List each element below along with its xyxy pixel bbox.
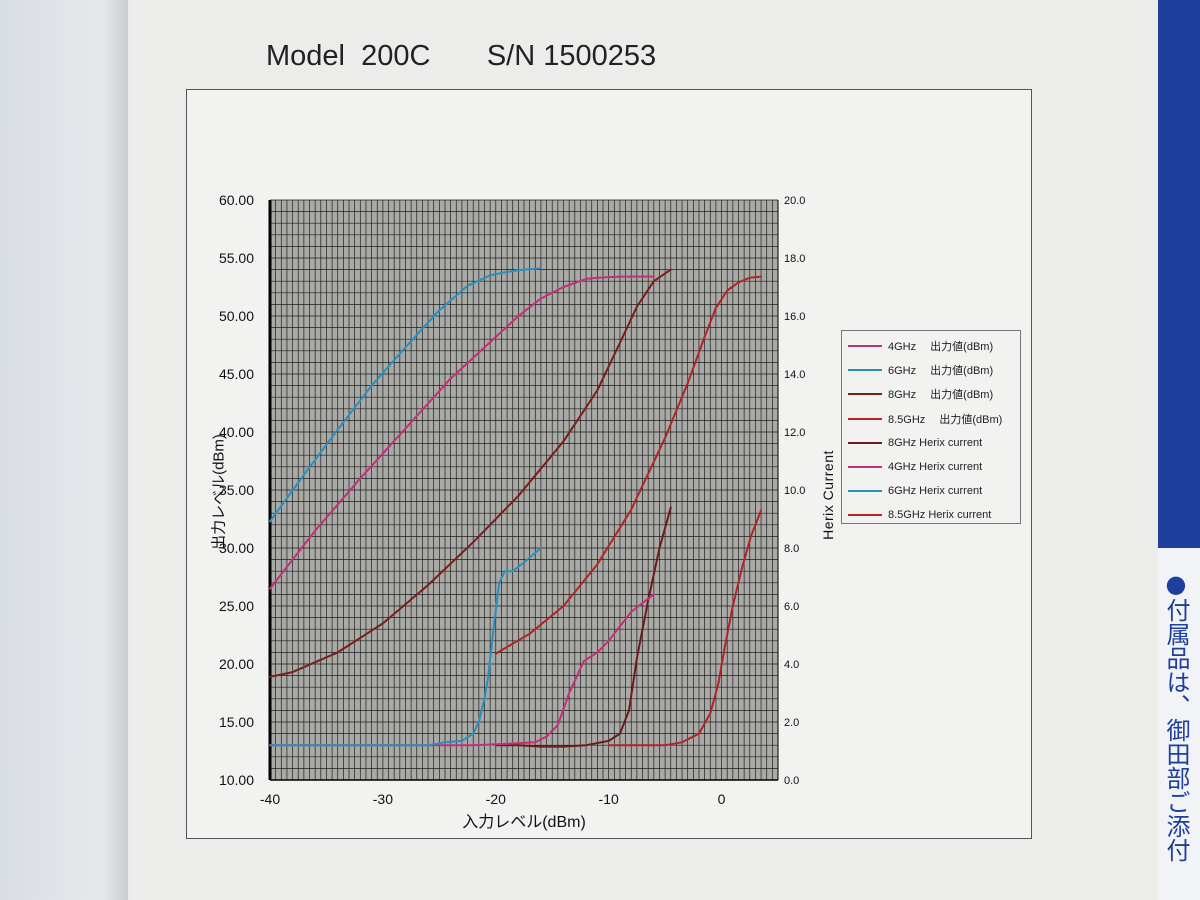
y2-tick-label: 14.0 (784, 369, 805, 381)
y-tick-label: 45.00 (219, 366, 254, 382)
legend-item: 8GHz Herix current (842, 431, 1020, 455)
series-line-7 (269, 547, 542, 747)
legend-label: 6GHz Herix current (888, 485, 983, 498)
legend-swatch (848, 441, 882, 444)
x-tick-label: -40 (260, 791, 280, 807)
legend-item: 8GHz 出力値(dBm) (842, 382, 1020, 406)
legend-swatch (848, 466, 882, 469)
legend-item: 8.5GHz 出力値(dBm) (842, 407, 1020, 431)
legend-swatch (848, 345, 882, 348)
legend-label: 8GHz Herix current (888, 436, 983, 449)
y2-tick-label: 20.0 (784, 195, 805, 207)
left-page (0, 0, 128, 900)
series-line-1 (269, 275, 655, 590)
series-line-3 (269, 268, 672, 678)
y2-tick-label: 0.0 (784, 775, 799, 787)
legend-swatch (848, 417, 882, 420)
y2-tick-label: 10.0 (784, 485, 805, 497)
blue-cover: ●付属品は、御田部ご添付 (1158, 0, 1200, 900)
legend-label: 4GHz Herix current (888, 461, 983, 474)
legend-label: 8.5GHz 出力値(dBm) (888, 413, 1003, 426)
y-tick-label: 15.00 (219, 714, 254, 730)
y-axis-title: 出力レベル(dBm) (210, 434, 228, 550)
legend-item: 6GHz Herix current (842, 479, 1020, 503)
tick-labels: 10.0015.0020.0025.0030.0035.0040.0045.00… (219, 192, 805, 807)
series-line-2 (269, 267, 542, 523)
series-line-8 (607, 509, 763, 747)
legend-label: 6GHz 出力値(dBm) (888, 365, 994, 378)
series-group (269, 267, 763, 748)
legend-item: 8.5GHz Herix current (842, 503, 1020, 527)
y-tick-label: 60.00 (219, 192, 254, 208)
legend-item: 6GHz 出力値(dBm) (842, 358, 1020, 382)
x-tick-label: -10 (599, 791, 619, 807)
x-tick-label: 0 (718, 791, 726, 807)
page-title: Model 200C S/N 1500253 (266, 40, 657, 72)
y2-tick-label: 16.0 (784, 311, 805, 323)
y2-tick-label: 12.0 (784, 427, 805, 439)
y-tick-label: 40.00 (219, 424, 254, 440)
series-line-4 (494, 275, 763, 655)
y2-tick-label: 6.0 (784, 601, 799, 613)
y-tick-label: 25.00 (219, 598, 254, 614)
legend-label: 8.5GHz Herix current (888, 509, 992, 522)
x-tick-label: -30 (373, 791, 393, 807)
legend-swatch (848, 393, 882, 396)
series-line-5 (494, 506, 672, 748)
y-tick-label: 50.00 (219, 308, 254, 324)
y2-tick-label: 2.0 (784, 717, 799, 729)
y2-tick-label: 8.0 (784, 543, 799, 555)
y2-tick-label: 18.0 (784, 253, 805, 265)
y-tick-label: 35.00 (219, 482, 254, 498)
series-line-6 (269, 593, 655, 747)
legend-label: 4GHz 出力値(dBm) (888, 341, 994, 354)
legend-item: 4GHz Herix current (842, 455, 1020, 479)
y-tick-label: 55.00 (219, 250, 254, 266)
cover-vertical-text: ●付属品は、御田部ご添付 (1162, 570, 1190, 862)
y-tick-label: 20.00 (219, 656, 254, 672)
legend-swatch (848, 514, 882, 517)
y2-axis-title: Herix Current (820, 450, 836, 540)
legend-swatch (848, 490, 882, 493)
y-tick-label: 30.00 (219, 540, 254, 556)
legend-label: 8GHz 出力値(dBm) (888, 389, 994, 402)
x-axis-title: 入力レベル(dBm) (462, 814, 586, 831)
legend-item: 4GHz 出力値(dBm) (842, 334, 1020, 358)
cover-stripe (1158, 548, 1200, 900)
axes (268, 200, 779, 781)
x-tick-label: -20 (486, 791, 506, 807)
legend: 4GHz 出力値(dBm) 6GHz 出力値(dBm) 8GHz 出力値(dBm) 8… (841, 330, 1021, 524)
legend-swatch (848, 369, 882, 372)
y2-tick-label: 4.0 (784, 659, 799, 671)
y-tick-label: 10.00 (219, 772, 254, 788)
